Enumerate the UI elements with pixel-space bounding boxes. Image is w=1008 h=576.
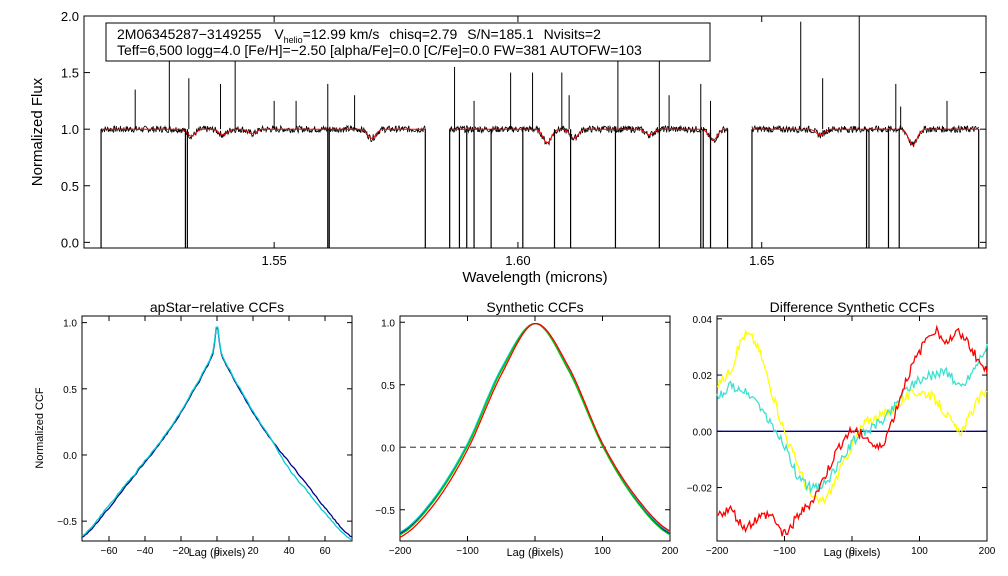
difference_ccf-series-difference-3 <box>716 324 988 537</box>
synthetic-ccf-x-label: Lag (pixels) <box>507 547 564 559</box>
spectrum-observed-segment <box>449 124 728 146</box>
apstar-ccf-x-label: Lag (pixels) <box>189 547 246 559</box>
x-tick-label: −100 <box>456 546 479 557</box>
x-tick-label: −200 <box>389 546 412 557</box>
x-tick-label: 20 <box>247 546 259 557</box>
x-tick-label: 1.65 <box>749 253 774 268</box>
info-vhelio-prefix: V <box>274 26 284 42</box>
y-tick-label: −0.5 <box>57 517 77 528</box>
synthetic-ccf-plot-area <box>399 315 671 542</box>
difference_ccf-series-difference-1 <box>716 328 988 505</box>
x-tick-label: −200 <box>706 546 729 557</box>
y-tick-label: −0.5 <box>375 506 395 517</box>
x-tick-label: 0 <box>214 546 220 557</box>
apstar-ccf-data <box>81 326 353 541</box>
difference-ccf-plot-area <box>716 315 988 542</box>
x-tick-label: 40 <box>283 546 295 557</box>
info-nvisits: Nvisits=2 <box>544 26 601 42</box>
x-tick-label: −100 <box>773 546 796 557</box>
x-tick-label: −20 <box>173 546 190 557</box>
y-tick-label: 0.00 <box>693 427 713 438</box>
y-tick-label: 0.02 <box>693 371 713 382</box>
info-star-id: 2M06345287−3149255 <box>117 26 262 42</box>
spectrum-ticks: 1.55 1.60 1.65 0.0 0.5 1.0 1.5 2.0 <box>61 9 986 268</box>
spectrum-info-box: 2M06345287−3149255 Vhelio=12.99 km/s chi… <box>105 22 711 62</box>
x-tick-label: 200 <box>662 546 679 557</box>
spectrum-model-segment <box>101 128 426 139</box>
y-tick-label: 2.0 <box>61 9 79 24</box>
apstar-ccf-panel: apStar−relative CCFs −60 −40 −20 0 20 40 60 −0.… <box>34 299 353 559</box>
apstar-ccf-ticks: −60 −40 −20 0 20 40 60 −0.5 0.0 0.5 1.0 <box>57 316 352 557</box>
x-tick-label: 60 <box>319 546 331 557</box>
synthetic_ccf-series-visit-1 <box>399 322 671 535</box>
difference-ccf-ticks: −200 −100 0 100 200 −0.02 0.00 0.02 0.04 <box>687 315 996 557</box>
x-tick-label: 0 <box>532 546 538 557</box>
spectrum-data <box>100 16 980 248</box>
info-vhelio-sub: helio <box>284 35 303 45</box>
apstar_ccf-series-visit-1 <box>81 327 353 538</box>
y-tick-label: 1.5 <box>61 66 79 81</box>
difference-ccf-x-label: Lag (pixels) <box>824 547 881 559</box>
x-tick-label: 100 <box>911 546 928 557</box>
y-tick-label: 1.0 <box>61 122 79 137</box>
y-tick-label: 0.0 <box>63 451 77 462</box>
apstar-ccf-title: apStar−relative CCFs <box>150 299 284 315</box>
synthetic-ccf-data <box>399 322 671 538</box>
y-tick-label: 1.0 <box>381 318 395 329</box>
spectrum-model-segment <box>449 128 728 144</box>
spectrum-y-label: Normalized Flux <box>29 77 46 186</box>
y-tick-label: 0.5 <box>63 385 77 396</box>
apstar-ccf-y-label: Normalized CCF <box>34 387 46 469</box>
info-chisq: chisq=2.79 <box>389 26 457 42</box>
y-tick-label: −0.02 <box>687 484 713 495</box>
info-line-2: Teff=6,500 logg=4.0 [Fe/H]=−2.50 [alpha/… <box>117 42 642 58</box>
spectrum-panel: 1.55 1.60 1.65 0.0 0.5 1.0 1.5 2.0 Wavelength (… <box>29 9 987 286</box>
difference_ccf-series-difference-2 <box>716 343 988 495</box>
apstar_ccf-series-visit-2 <box>81 326 353 541</box>
y-tick-label: 1.0 <box>63 319 77 330</box>
info-snr: S/N=185.1 <box>467 26 534 42</box>
y-tick-label: 0.0 <box>61 235 79 250</box>
y-tick-label: 0.5 <box>61 179 79 194</box>
difference-ccf-data <box>716 324 988 537</box>
synthetic_ccf-series-visit-2 <box>399 322 671 533</box>
y-tick-label: 0.0 <box>381 443 395 454</box>
spectrum-model-segment <box>752 128 979 146</box>
x-tick-label: 100 <box>594 546 611 557</box>
info-box-frame <box>105 22 711 62</box>
difference-ccf-panel: Difference Synthetic CCFs −200 −100 0 100 20… <box>687 299 996 559</box>
spectrum-x-label: Wavelength (microns) <box>462 269 607 286</box>
synthetic-ccf-title: Synthetic CCFs <box>486 299 583 315</box>
info-vhelio-value: =12.99 km/s <box>303 26 380 42</box>
x-tick-label: −60 <box>101 546 118 557</box>
difference-ccf-title: Difference Synthetic CCFs <box>770 299 935 315</box>
x-tick-label: 200 <box>979 546 996 557</box>
synthetic-ccf-panel: Synthetic CCFs −200 −100 0 100 200 −0.5 0.0 0.5… <box>375 299 679 559</box>
x-tick-label: 1.60 <box>505 253 530 268</box>
synthetic_ccf-series-visit-4 <box>399 322 671 538</box>
y-tick-label: 0.04 <box>693 315 713 326</box>
spectrum-plot-area <box>83 15 987 249</box>
synthetic_ccf-series-visit-3 <box>399 322 671 536</box>
x-tick-label: 1.55 <box>261 253 286 268</box>
info-line-1: 2M06345287−3149255 Vhelio=12.99 km/s chi… <box>117 26 601 45</box>
apstar-ccf-plot-area <box>81 315 353 542</box>
x-tick-label: −40 <box>137 546 154 557</box>
x-tick-label: 0 <box>849 546 855 557</box>
y-tick-label: 0.5 <box>381 381 395 392</box>
